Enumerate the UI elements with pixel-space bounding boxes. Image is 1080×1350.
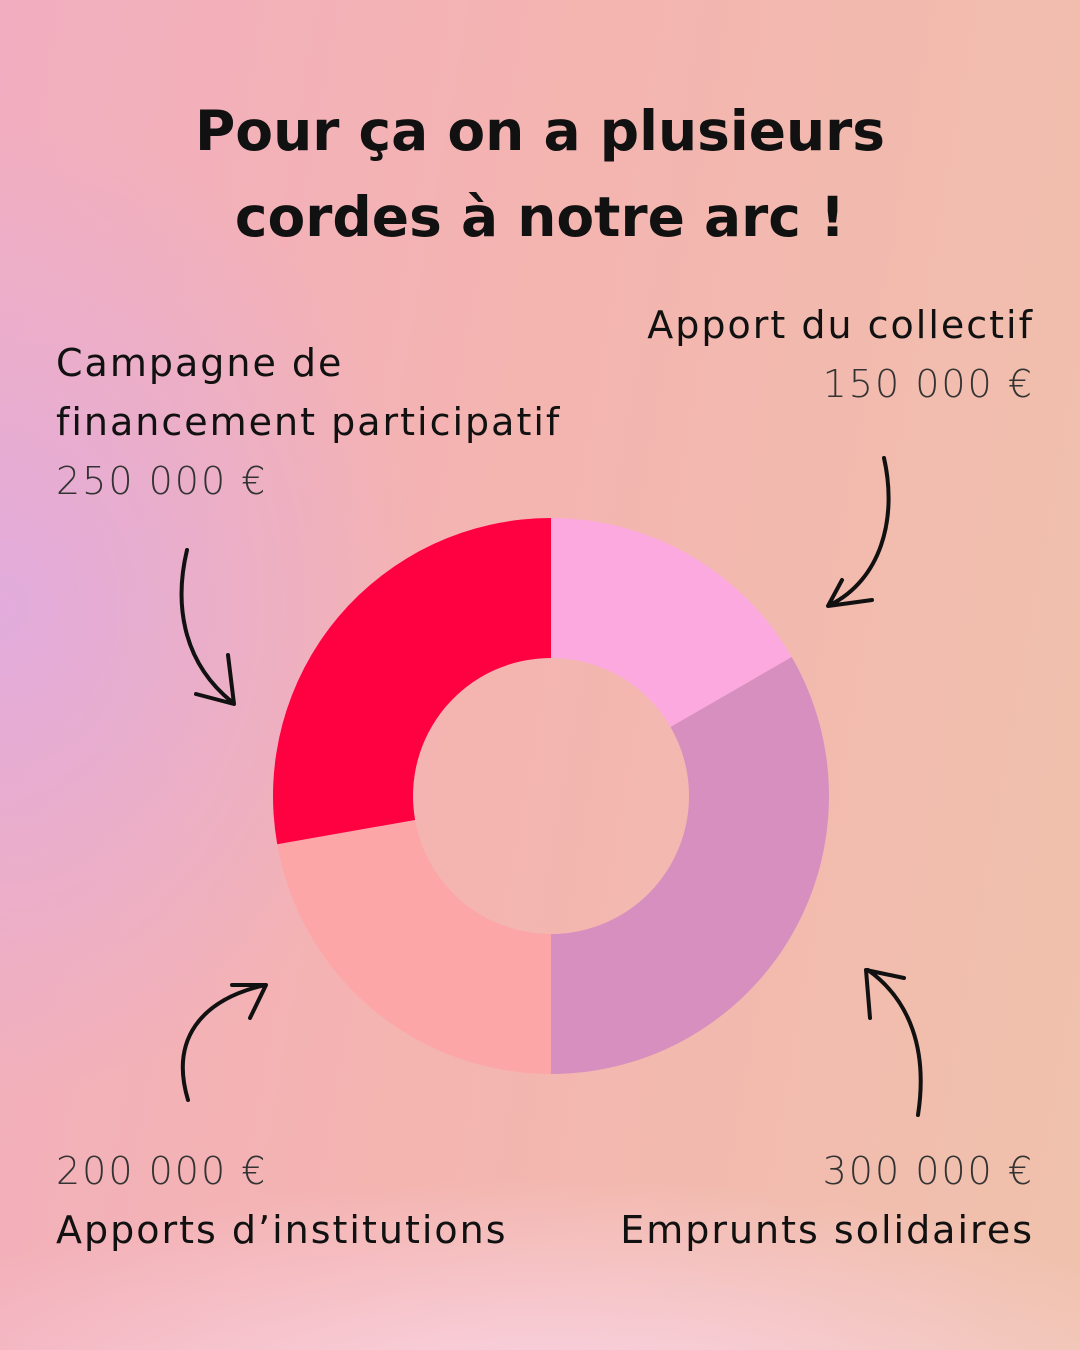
donut-slice-2 (277, 819, 551, 1074)
arrow-icon (826, 456, 891, 608)
label-emprunts: 300 000 € Emprunts solidaires (620, 1149, 1034, 1252)
arrow-icon (180, 983, 268, 1102)
donut-slice-0 (551, 518, 792, 727)
page-title: Pour ça on a plusieurs cordes à notre ar… (194, 99, 886, 249)
arrow-icon (864, 968, 923, 1117)
donut-slice-1 (551, 657, 829, 1074)
label-campagne: Campagne de financement participatif 250… (56, 341, 562, 503)
donut-slice-3 (273, 518, 551, 845)
arrow-icon (179, 548, 236, 706)
label-collectif: Apport du collectif 150 000 € (647, 303, 1034, 406)
label-institutions: 200 000 € Apports d’institutions (56, 1149, 508, 1252)
